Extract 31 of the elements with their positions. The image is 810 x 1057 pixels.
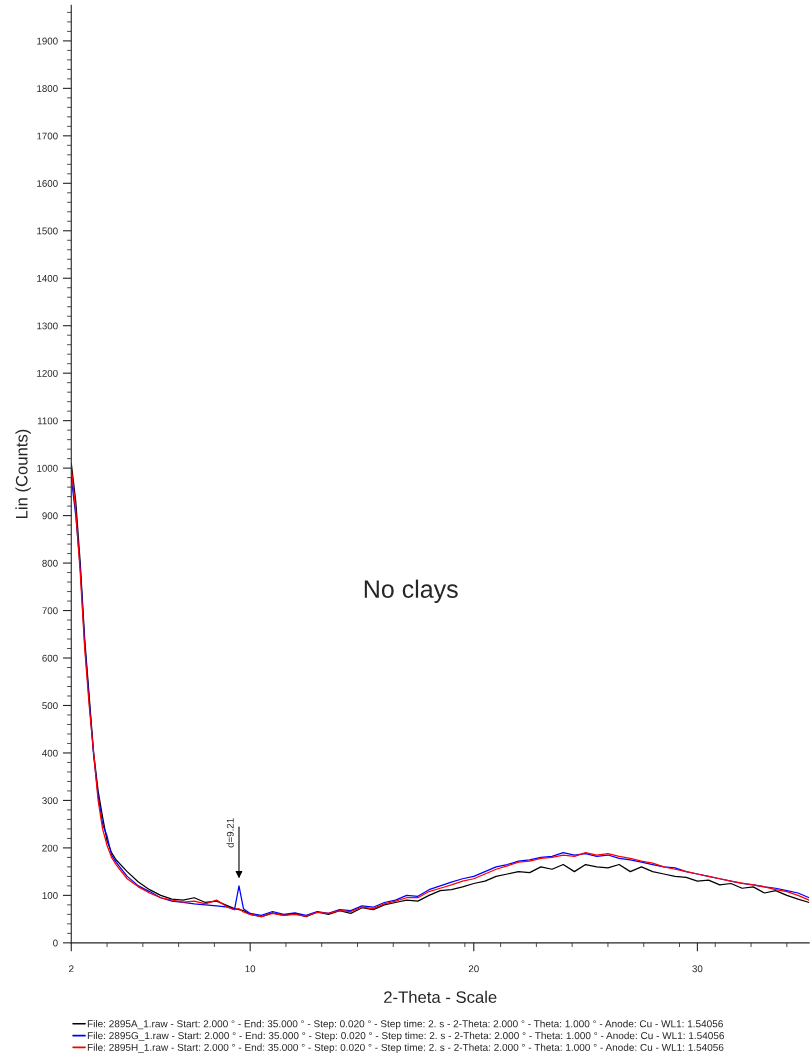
y-tick-label: 800 (42, 559, 58, 567)
y-axis-title: Lin (Counts) (15, 429, 31, 519)
y-tick-label: 400 (42, 749, 58, 757)
y-tick-label: 0 (53, 939, 58, 947)
annotation: No clays (364, 579, 458, 603)
y-tick-label: 500 (42, 702, 58, 710)
y-tick-label: 200 (42, 844, 58, 852)
y-tick-label: 900 (42, 512, 58, 520)
y-tick-label: 700 (42, 607, 58, 615)
legend-label: File: 2895G_1.raw - Start: 2.000 ° - End: 35.000 ° - Step: 0.020 ° - Step time: 2. s - 2-Theta: 2.000 ° - Theta: 1.000 ° - Anode: Cu - WL1: 1.54056 (87, 1031, 725, 1042)
x-tick-label: 2 (69, 965, 74, 973)
y-tick-label: 1700 (37, 132, 58, 140)
y-tick-label: 1500 (37, 227, 58, 235)
x-tick-label: 30 (692, 965, 703, 973)
x-axis-title: 2-Theta - Scale (384, 990, 497, 1004)
y-tick-label: 1300 (37, 322, 58, 330)
x-tick-label: 10 (245, 965, 256, 973)
y-tick-label: 600 (42, 654, 58, 662)
y-tick-label: 1400 (37, 274, 58, 282)
x-tick-label: 20 (468, 965, 479, 973)
y-tick-label: 1100 (37, 417, 58, 425)
y-tick-label: 1600 (37, 180, 58, 187)
annotation: d=9.21 (226, 818, 234, 848)
y-tick-label: 1200 (37, 369, 58, 377)
y-tick-label: 1000 (37, 464, 58, 472)
y-tick-label: 100 (42, 892, 58, 899)
legend-label: File: 2895H_1.raw - Start: 2.000 ° - End: 35.000 ° - Step: 0.020 ° - Step time: 2. s - 2-Theta: 2.000 ° - Theta: 1.000 ° - Anode: Cu - WL1: 1.54056 (87, 1043, 724, 1053)
legend-label: File: 2895A_1.raw - Start: 2.000 ° - End: 35.000 ° - Step: 0.020 ° - Step time: 2. s - 2-Theta: 2.000 ° - Theta: 1.000 ° - Anode: Cu - WL1: 1.54056 (87, 1019, 723, 1030)
y-tick-label: 1900 (37, 37, 58, 45)
y-tick-label: 300 (42, 797, 58, 805)
y-tick-label: 1800 (37, 85, 58, 92)
